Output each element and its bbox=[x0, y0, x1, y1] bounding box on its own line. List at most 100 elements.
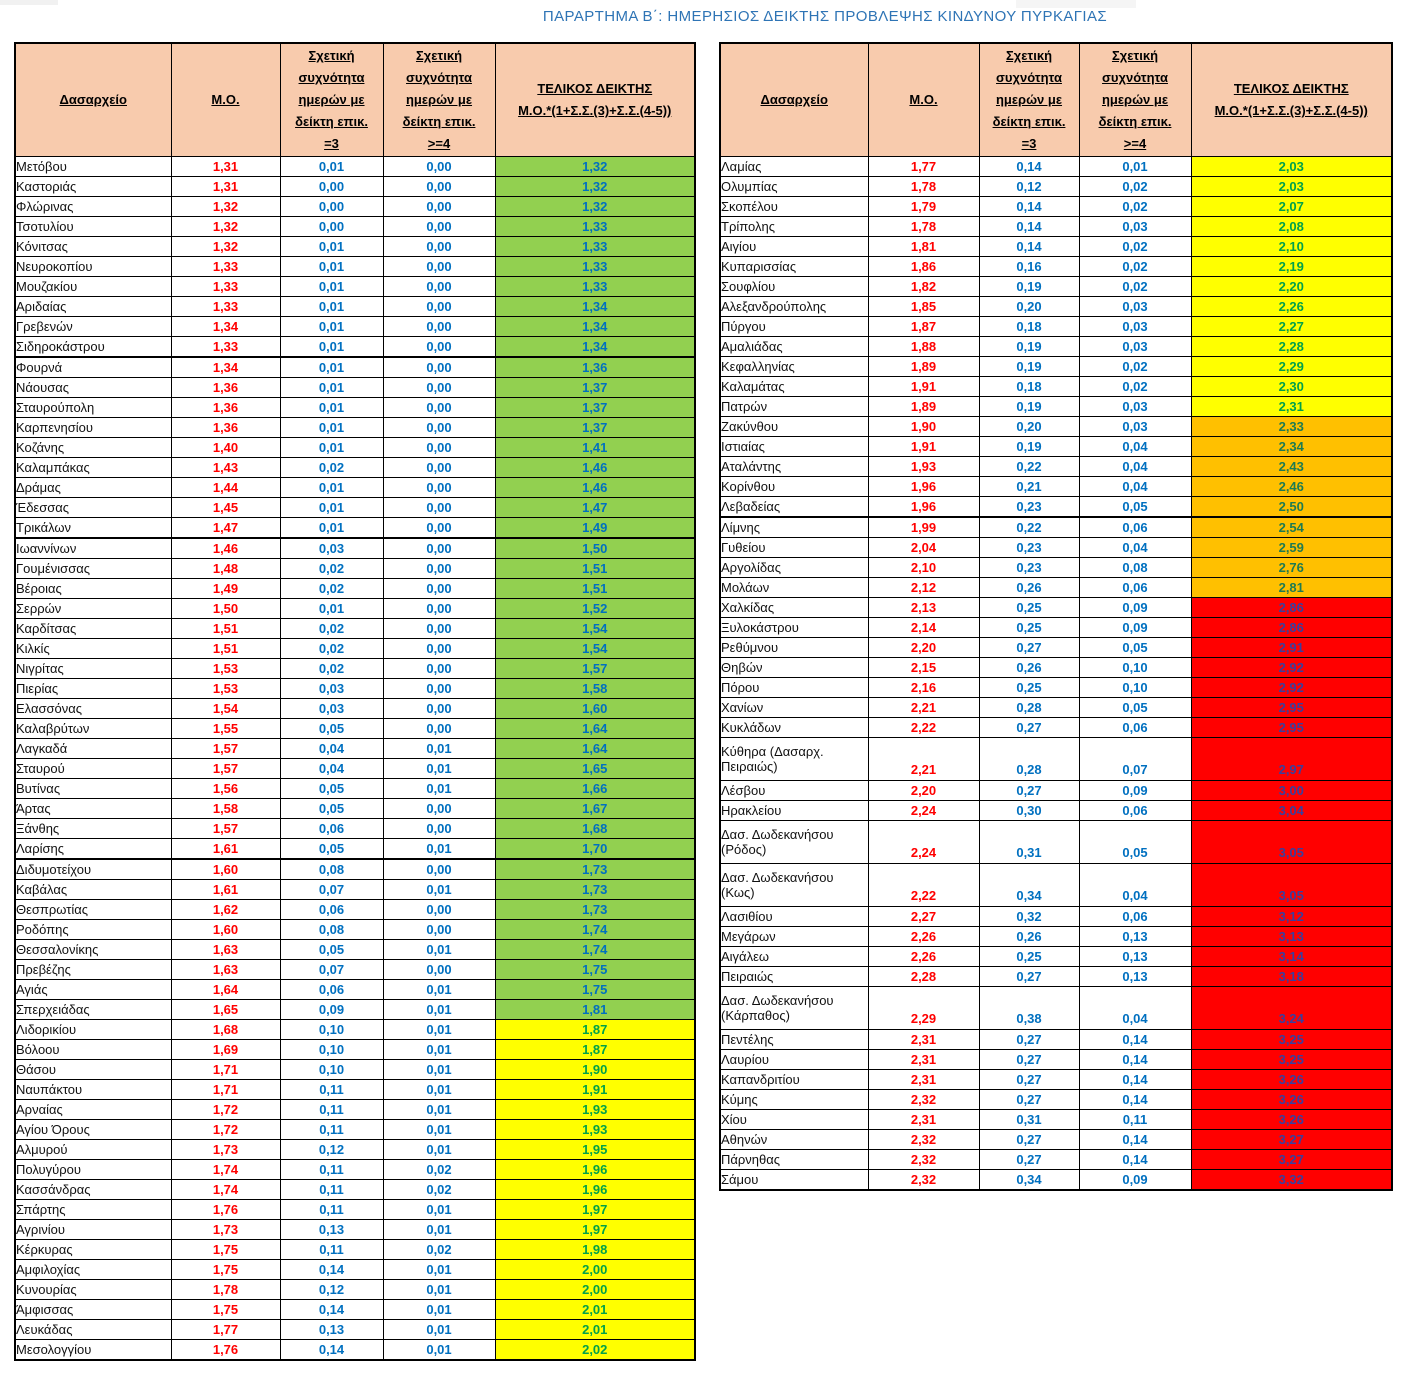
mean-value-cell: 1,60 bbox=[170, 858, 281, 880]
table-row: Λαγκαδά 1,57 0,04 0,01 1,64 bbox=[14, 738, 696, 759]
mean-value-cell: 1,81 bbox=[867, 236, 980, 257]
office-name-cell: Ολυμπίας bbox=[719, 176, 869, 197]
office-name-cell: Πύργου bbox=[719, 316, 869, 337]
mean-value-cell: 1,44 bbox=[170, 477, 281, 498]
mean-value-cell: 1,57 bbox=[170, 738, 281, 759]
table-row: Δασ. Δωδεκανήσου (Κάρπαθος) 2,29 0,38 0,04 3… bbox=[719, 986, 1393, 1030]
freq3-value-cell: 0,34 bbox=[978, 863, 1080, 907]
table-row: Λεβαδείας 1,96 0,23 0,05 2,50 bbox=[719, 496, 1393, 518]
office-name-cell: Λέσβου bbox=[719, 780, 869, 801]
mean-value-cell: 1,43 bbox=[170, 457, 281, 478]
freq3-value-cell: 0,00 bbox=[279, 196, 384, 217]
header-row: Δασαρχείο Μ.Ο. Σχετική συχνότητα ημερών … bbox=[719, 42, 1393, 157]
final-index-cell: 2,81 bbox=[1190, 577, 1393, 598]
final-index-cell: 1,46 bbox=[494, 457, 696, 478]
freq3-value-cell: 0,02 bbox=[279, 658, 384, 679]
mean-value-cell: 1,91 bbox=[867, 376, 980, 397]
table-row: Τρίπολης 1,78 0,14 0,03 2,08 bbox=[719, 216, 1393, 237]
office-name-cell: Ρεθύμνου bbox=[719, 637, 869, 658]
freq4-value-cell: 0,02 bbox=[1078, 256, 1192, 277]
final-index-cell: 1,74 bbox=[494, 919, 696, 940]
mean-value-cell: 2,26 bbox=[867, 946, 980, 967]
freq4-value-cell: 0,10 bbox=[1078, 677, 1192, 698]
table-row: Νιγρίτας 1,53 0,02 0,00 1,57 bbox=[14, 658, 696, 679]
office-name-cell: Πειραιώς bbox=[719, 966, 869, 987]
freq4-value-cell: 0,00 bbox=[382, 798, 496, 819]
freq3-value-cell: 0,02 bbox=[279, 558, 384, 579]
freq4-value-cell: 0,05 bbox=[1078, 697, 1192, 718]
table-row: Μουζακίου 1,33 0,01 0,00 1,33 bbox=[14, 276, 696, 297]
office-name-cell: Ξυλοκάστρου bbox=[719, 617, 869, 638]
freq3-value-cell: 0,13 bbox=[279, 1219, 384, 1240]
office-name-cell: Αργολίδας bbox=[719, 557, 869, 578]
freq4-value-cell: 0,11 bbox=[1078, 1109, 1192, 1130]
freq3-value-cell: 0,14 bbox=[978, 196, 1080, 217]
office-name-cell: Ιστιαίας bbox=[719, 436, 869, 457]
table-row: Αγίου Όρους 1,72 0,11 0,01 1,93 bbox=[14, 1119, 696, 1140]
mean-value-cell: 1,33 bbox=[170, 256, 281, 277]
mean-value-cell: 2,10 bbox=[867, 557, 980, 578]
final-index-cell: 2,54 bbox=[1190, 516, 1393, 538]
freq3-value-cell: 0,01 bbox=[279, 377, 384, 398]
table-row: Διδυμοτείχου 1,60 0,08 0,00 1,73 bbox=[14, 858, 696, 880]
office-name-cell: Φλώρινας bbox=[14, 196, 172, 217]
freq3-value-cell: 0,01 bbox=[279, 356, 384, 378]
freq3-value-cell: 0,05 bbox=[279, 718, 384, 739]
freq3-value-cell: 0,27 bbox=[978, 1129, 1080, 1150]
freq4-value-cell: 0,14 bbox=[1078, 1149, 1192, 1170]
freq4-value-cell: 0,02 bbox=[1078, 356, 1192, 377]
final-index-cell: 1,37 bbox=[494, 417, 696, 438]
mean-value-cell: 1,76 bbox=[170, 1199, 281, 1220]
freq3-value-cell: 0,12 bbox=[279, 1279, 384, 1300]
office-name-cell: Σταυρούπολη bbox=[14, 397, 172, 418]
freq3-value-cell: 0,31 bbox=[978, 1109, 1080, 1130]
table-row: Ροδόπης 1,60 0,08 0,00 1,74 bbox=[14, 919, 696, 940]
final-index-cell: 1,75 bbox=[494, 959, 696, 980]
office-name-cell: Δράμας bbox=[14, 477, 172, 498]
table-row: Μεσολογγίου 1,76 0,14 0,01 2,02 bbox=[14, 1339, 696, 1361]
table-row: Τσοτυλίου 1,32 0,00 0,00 1,33 bbox=[14, 216, 696, 237]
table-row: Καλαμπάκας 1,43 0,02 0,00 1,46 bbox=[14, 457, 696, 478]
table-row: Κυκλάδων 2,22 0,27 0,06 2,95 bbox=[719, 717, 1393, 738]
final-index-cell: 1,93 bbox=[494, 1119, 696, 1140]
final-index-cell: 3,27 bbox=[1190, 1149, 1393, 1170]
table-row: Πύργου 1,87 0,18 0,03 2,27 bbox=[719, 316, 1393, 337]
final-index-cell: 1,96 bbox=[494, 1159, 696, 1180]
mean-value-cell: 1,34 bbox=[170, 356, 281, 378]
final-index-cell: 2,43 bbox=[1190, 456, 1393, 477]
freq3-value-cell: 0,00 bbox=[279, 216, 384, 237]
final-index-cell: 2,03 bbox=[1190, 156, 1393, 177]
final-index-cell: 1,67 bbox=[494, 798, 696, 819]
final-index-cell: 2,92 bbox=[1190, 677, 1393, 698]
freq3-value-cell: 0,01 bbox=[279, 296, 384, 317]
table-row: Λίμνης 1,99 0,22 0,06 2,54 bbox=[719, 516, 1393, 538]
office-name-cell: Καρπενησίου bbox=[14, 417, 172, 438]
table-row: Θεσσαλονίκης 1,63 0,05 0,01 1,74 bbox=[14, 939, 696, 960]
freq4-value-cell: 0,00 bbox=[382, 598, 496, 619]
final-index-cell: 2,07 bbox=[1190, 196, 1393, 217]
freq4-value-cell: 0,00 bbox=[382, 638, 496, 659]
freq4-value-cell: 0,09 bbox=[1078, 617, 1192, 638]
final-index-cell: 3,14 bbox=[1190, 946, 1393, 967]
table-row: Δράμας 1,44 0,01 0,00 1,46 bbox=[14, 477, 696, 498]
office-name-cell: Χίου bbox=[719, 1109, 869, 1130]
table-row: Κιλκίς 1,51 0,02 0,00 1,54 bbox=[14, 638, 696, 659]
freq3-value-cell: 0,09 bbox=[279, 999, 384, 1020]
freq4-value-cell: 0,01 bbox=[1078, 156, 1192, 177]
freq4-value-cell: 0,09 bbox=[1078, 597, 1192, 618]
freq4-value-cell: 0,01 bbox=[382, 1199, 496, 1220]
final-index-cell: 1,66 bbox=[494, 778, 696, 799]
header-office: Δασαρχείο bbox=[719, 42, 869, 157]
freq3-value-cell: 0,18 bbox=[978, 376, 1080, 397]
freq3-value-cell: 0,02 bbox=[279, 457, 384, 478]
mean-value-cell: 2,31 bbox=[867, 1029, 980, 1050]
office-name-cell: Λαγκαδά bbox=[14, 738, 172, 759]
final-index-cell: 2,27 bbox=[1190, 316, 1393, 337]
freq4-value-cell: 0,14 bbox=[1078, 1089, 1192, 1110]
freq3-value-cell: 0,11 bbox=[279, 1099, 384, 1120]
table-row: Λιδορικίου 1,68 0,10 0,01 1,87 bbox=[14, 1019, 696, 1040]
office-name-cell: Σουφλίου bbox=[719, 276, 869, 297]
final-index-cell: 3,27 bbox=[1190, 1129, 1393, 1150]
mean-value-cell: 1,64 bbox=[170, 979, 281, 1000]
table-row: Χίου 2,31 0,31 0,11 3,26 bbox=[719, 1109, 1393, 1130]
